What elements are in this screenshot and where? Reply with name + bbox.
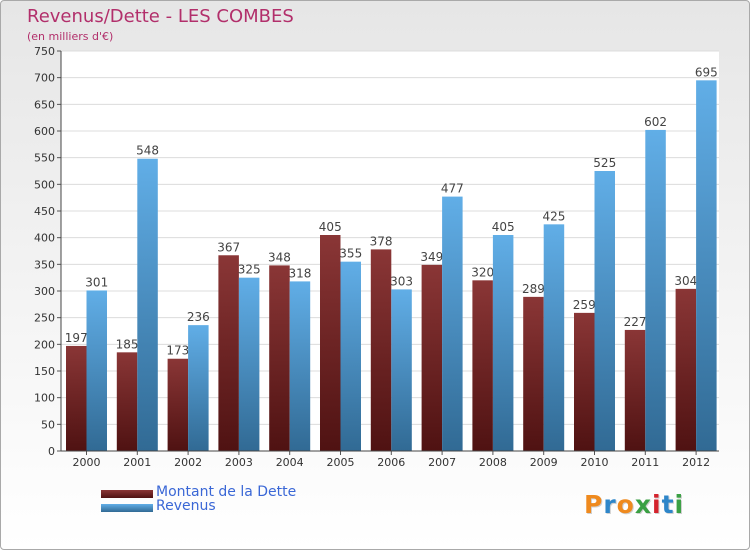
data-label-revenue-2008: 405 (492, 220, 515, 234)
bar-revenue-2005 (340, 261, 361, 451)
data-label-revenue-2005: 355 (339, 247, 362, 261)
bar-debt-2010 (574, 312, 595, 451)
bar-debt-2000 (66, 345, 87, 451)
data-label-revenue-2011: 602 (644, 115, 667, 129)
y-tick-label-500: 500 (34, 178, 55, 191)
y-tick-label-200: 200 (34, 338, 55, 351)
y-tick-label-750: 750 (34, 45, 55, 58)
y-tick-label-50: 50 (41, 418, 55, 431)
x-tick-label-2008: 2008 (479, 456, 507, 469)
data-label-revenue-2012: 695 (695, 65, 718, 79)
x-tick-label-2004: 2004 (276, 456, 304, 469)
bar-debt-2006 (370, 249, 392, 451)
data-label-revenue-2002: 236 (187, 310, 210, 324)
bar-debt-2007 (421, 264, 443, 451)
legend-swatch-debt (101, 490, 153, 498)
y-tick-label-150: 150 (34, 365, 55, 378)
data-label-debt-2001: 185 (116, 337, 139, 351)
y-tick-label-650: 650 (34, 98, 55, 111)
y-tick-label-400: 400 (34, 232, 55, 245)
bar-revenue-2000 (86, 290, 107, 451)
proxiti-logo: Proxiti (584, 490, 685, 519)
y-tick-label-100: 100 (34, 392, 55, 405)
x-tick-label-2010: 2010 (581, 456, 609, 469)
data-label-debt-2006: 378 (370, 234, 393, 248)
chart-subtitle: (en milliers d'€) (27, 30, 114, 43)
bar-debt-2002 (167, 358, 189, 451)
x-tick-label-2007: 2007 (428, 456, 456, 469)
x-tick-label-2005: 2005 (327, 456, 355, 469)
x-tick-label-2000: 2000 (73, 456, 101, 469)
bar-debt-2011 (624, 329, 646, 451)
data-label-revenue-2004: 318 (288, 266, 311, 280)
data-label-revenue-2006: 303 (390, 274, 413, 288)
x-tick-label-2006: 2006 (377, 456, 405, 469)
data-label-debt-2008: 320 (471, 265, 494, 279)
bar-debt-2005 (320, 235, 341, 451)
bar-debt-2001 (116, 352, 138, 451)
bar-revenue-2010 (594, 171, 615, 451)
bar-debt-2009 (523, 296, 544, 451)
data-label-debt-2000: 197 (65, 331, 88, 345)
chart-title: Revenus/Dette - LES COMBES (27, 6, 294, 27)
x-tick-label-2002: 2002 (174, 456, 202, 469)
x-tick-label-2011: 2011 (631, 456, 659, 469)
x-tick-label-2003: 2003 (225, 456, 253, 469)
data-label-debt-2002: 173 (166, 344, 189, 358)
bar-debt-2003 (218, 255, 239, 451)
x-tick-label-2001: 2001 (123, 456, 151, 469)
data-label-revenue-2010: 525 (593, 156, 616, 170)
data-label-debt-2005: 405 (319, 220, 342, 234)
data-label-debt-2012: 304 (674, 274, 697, 288)
data-label-revenue-2009: 425 (542, 209, 565, 223)
y-tick-label-450: 450 (34, 205, 55, 218)
bar-revenue-2008 (492, 235, 514, 451)
data-label-revenue-2007: 477 (441, 182, 464, 196)
data-label-debt-2010: 259 (573, 298, 596, 312)
bar-revenue-2009 (543, 224, 565, 451)
bar-debt-2004 (269, 265, 290, 451)
legend-label-revenue: Revenus (156, 498, 216, 514)
y-tick-label-250: 250 (34, 312, 55, 325)
data-label-revenue-2001: 548 (136, 144, 159, 158)
bar-revenue-2006 (391, 289, 412, 451)
data-label-debt-2004: 348 (268, 250, 291, 264)
data-label-debt-2003: 367 (217, 240, 240, 254)
bar-revenue-2003 (238, 277, 260, 451)
data-label-revenue-2003: 325 (238, 263, 261, 277)
y-tick-label-0: 0 (48, 445, 55, 458)
y-tick-label-600: 600 (34, 125, 55, 138)
bar-debt-2008 (472, 280, 493, 451)
y-tick-label-300: 300 (34, 285, 55, 298)
bar-revenue-2001 (137, 158, 158, 451)
x-tick-label-2012: 2012 (682, 456, 710, 469)
bar-debt-2012 (675, 288, 697, 451)
y-tick-label-700: 700 (34, 72, 55, 85)
bar-revenue-2007 (442, 196, 463, 451)
data-label-debt-2007: 349 (420, 250, 443, 264)
bar-revenue-2012 (696, 80, 717, 451)
y-tick-label-350: 350 (34, 258, 55, 271)
x-tick-label-2009: 2009 (530, 456, 558, 469)
data-label-debt-2009: 289 (522, 282, 545, 296)
bar-revenue-2004 (289, 281, 311, 451)
legend-swatch-revenue (101, 504, 153, 512)
bar-revenue-2002 (188, 325, 209, 451)
y-tick-label-550: 550 (34, 152, 55, 165)
data-label-revenue-2000: 301 (85, 275, 108, 289)
legend-label-debt: Montant de la Dette (156, 484, 297, 500)
bar-revenue-2011 (645, 129, 666, 451)
data-label-debt-2011: 227 (624, 315, 647, 329)
